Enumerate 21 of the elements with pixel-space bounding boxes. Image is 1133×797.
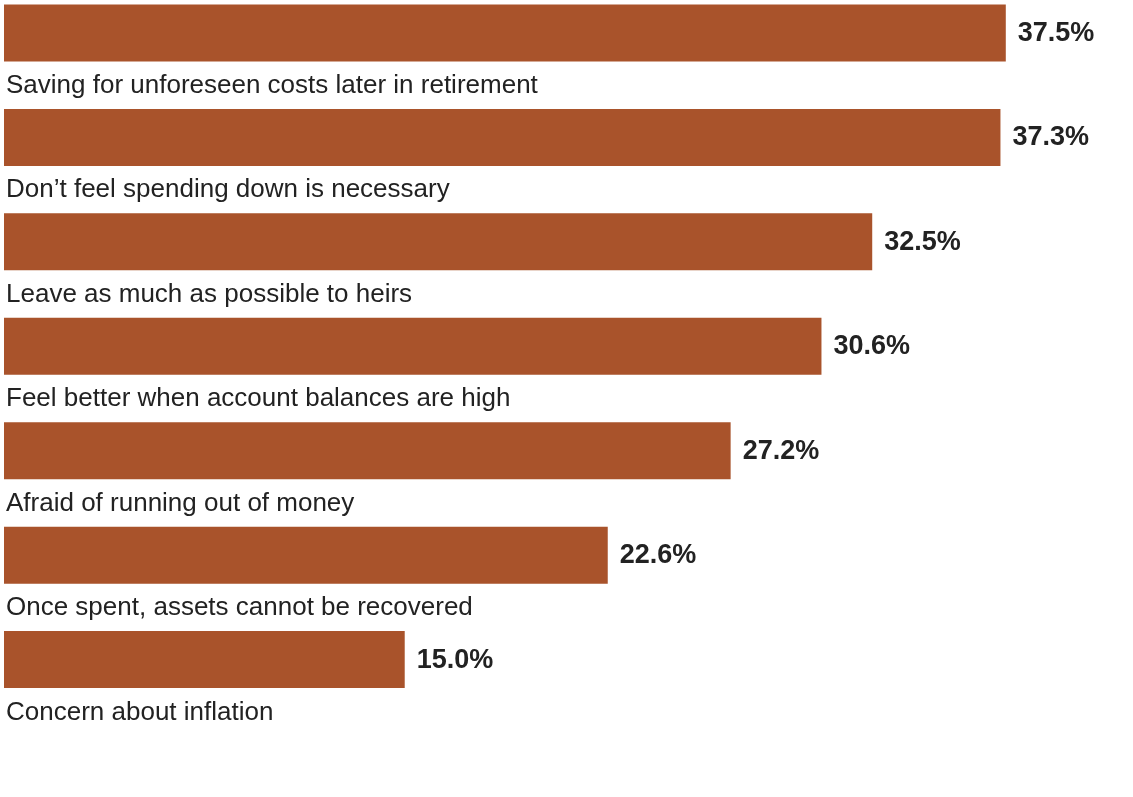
data-label: 30.6% [833,330,911,361]
bar [4,108,1001,166]
bar [4,631,405,689]
y-tick-label: Once spent, assets cannot be recovered [6,591,473,622]
bar [4,526,608,584]
bar [4,422,731,480]
bar [4,317,822,375]
bar [4,4,1006,62]
data-label: 37.3% [1012,121,1090,152]
y-tick-label: Saving for unforeseen costs later in retirement [6,69,539,99]
data-label: 37.5% [1017,17,1095,47]
data-label: 15.0% [416,643,494,674]
y-tick-label: Feel better when account balances are high [6,382,511,413]
data-label: 22.6% [619,539,697,570]
data-label: 27.2% [742,434,820,465]
y-tick-label: Concern about inflation [6,695,274,726]
y-tick-label: Don’t feel spending down is necessary [6,173,450,204]
y-tick-label: Leave as much as possible to heirs [6,277,413,308]
bar [4,213,873,271]
data-label: 32.5% [884,225,961,256]
y-tick-label: Afraid of running out of money [6,486,355,517]
